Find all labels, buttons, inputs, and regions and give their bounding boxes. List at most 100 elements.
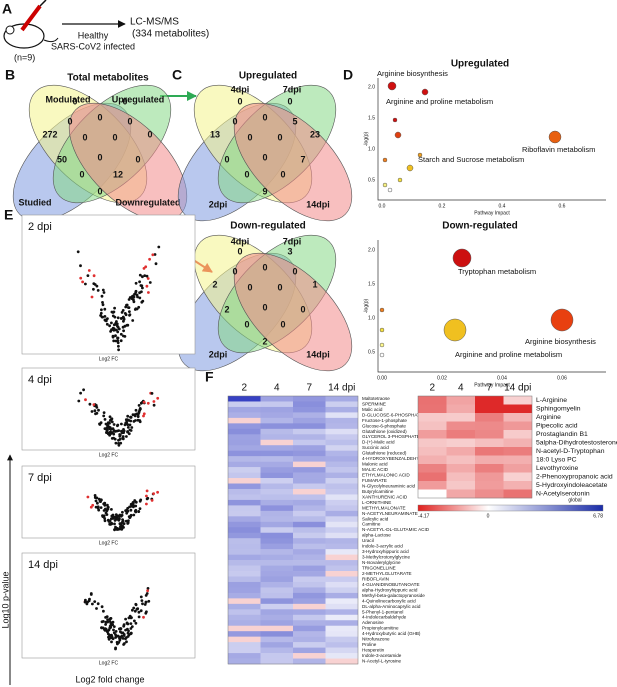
point xyxy=(132,513,136,517)
point xyxy=(93,600,97,603)
column-label: 4 xyxy=(274,383,280,394)
heat-cell xyxy=(325,549,358,555)
point xyxy=(105,615,109,619)
row-label: METHYLMALONATE xyxy=(362,505,406,510)
point xyxy=(122,633,126,636)
heat-cell xyxy=(293,592,326,599)
heat-cell xyxy=(325,636,358,643)
bubble xyxy=(379,352,385,358)
row-label: Prostaglandin B1 xyxy=(536,431,588,438)
point xyxy=(131,608,134,612)
point xyxy=(130,625,134,628)
set-label: 4dpi xyxy=(231,84,250,94)
row-label: DL-alpha-Aminocaprylic acid xyxy=(362,604,421,609)
point xyxy=(140,290,143,294)
heat-cell xyxy=(228,538,261,544)
heat-cell xyxy=(260,532,293,539)
tick-label: 1.5 xyxy=(368,281,375,287)
point xyxy=(126,414,130,418)
heat-cell xyxy=(228,510,261,517)
heat-cell xyxy=(418,421,447,431)
set-label: 2dpi xyxy=(209,349,228,359)
tick-label: 0.4 xyxy=(499,203,506,209)
venn-set xyxy=(68,102,188,222)
scale-label: 6.78 xyxy=(593,513,603,519)
point xyxy=(119,627,122,630)
heat-cell xyxy=(325,614,358,621)
heat-cell xyxy=(475,455,504,465)
bubble xyxy=(417,152,423,158)
venn-count: 0 xyxy=(82,132,87,142)
point xyxy=(111,623,114,626)
point xyxy=(104,507,107,511)
point xyxy=(133,414,137,418)
heat-cell xyxy=(325,587,358,594)
point xyxy=(93,409,97,413)
point xyxy=(114,339,118,343)
point xyxy=(145,274,149,278)
heat-cell xyxy=(228,554,261,561)
heat-cell xyxy=(475,421,504,431)
heat-cell xyxy=(228,609,261,616)
point xyxy=(128,428,132,432)
point xyxy=(125,323,129,327)
point xyxy=(134,307,138,311)
tick-label: 0.2 xyxy=(439,203,446,209)
heat-cell xyxy=(228,401,261,408)
heat-cell xyxy=(293,581,326,588)
heat-cell xyxy=(260,543,293,550)
heat-cell xyxy=(293,653,326,659)
heat-cell xyxy=(418,472,447,482)
point xyxy=(79,276,83,280)
heat-cell xyxy=(475,438,504,448)
heat-cell xyxy=(228,581,261,588)
heat-cell xyxy=(503,472,532,482)
heat-cell xyxy=(293,510,326,517)
point xyxy=(106,421,110,424)
venn-count: 0 xyxy=(122,96,127,106)
heat-frame xyxy=(227,395,359,665)
heat-cell xyxy=(325,488,358,495)
scale-label: 0 xyxy=(487,513,490,519)
venn-count: 0 xyxy=(300,304,305,314)
point xyxy=(114,630,118,633)
venn-count: 0 xyxy=(72,96,77,106)
point xyxy=(108,324,111,328)
venn-count: 0 xyxy=(280,319,285,329)
point xyxy=(105,629,109,633)
heat-cell xyxy=(260,423,293,430)
venn-count: 0 xyxy=(277,282,282,292)
point xyxy=(117,429,121,432)
point xyxy=(79,264,82,268)
point xyxy=(97,508,101,512)
point xyxy=(97,497,101,501)
point xyxy=(112,430,116,433)
point xyxy=(138,280,142,284)
point xyxy=(120,311,124,314)
tick-label: 0.00 xyxy=(377,375,387,381)
point xyxy=(105,428,108,431)
heat-cell xyxy=(446,489,475,499)
set-label: Modulated xyxy=(46,94,91,104)
point xyxy=(121,435,125,438)
heat-cell xyxy=(446,396,475,405)
axis-label: Pathway Impact xyxy=(474,382,510,388)
point xyxy=(150,392,154,395)
point xyxy=(99,311,103,315)
point xyxy=(85,602,89,606)
heat-frame xyxy=(417,395,533,499)
point xyxy=(84,282,87,286)
venn-count: 0 xyxy=(280,169,285,179)
axis xyxy=(377,240,606,373)
point xyxy=(87,269,91,272)
point xyxy=(84,598,87,602)
heat-cell xyxy=(418,413,447,422)
row-label: N-Glycolylneuraminic acid xyxy=(362,483,416,488)
heat-cell xyxy=(228,472,261,479)
heat-cell xyxy=(475,404,504,414)
point xyxy=(134,290,138,294)
heat-cell xyxy=(503,404,532,414)
heat-cell xyxy=(260,625,293,632)
heat-cell xyxy=(293,576,326,583)
heat-cell xyxy=(260,461,293,468)
